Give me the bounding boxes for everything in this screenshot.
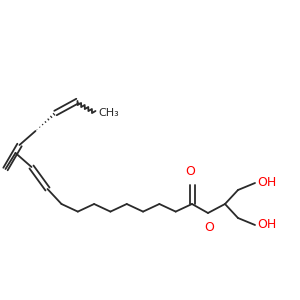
Text: OH: OH	[257, 176, 276, 190]
Text: CH₃: CH₃	[98, 108, 119, 118]
Text: OH: OH	[257, 218, 276, 232]
Text: O: O	[204, 221, 214, 234]
Text: O: O	[185, 165, 195, 178]
